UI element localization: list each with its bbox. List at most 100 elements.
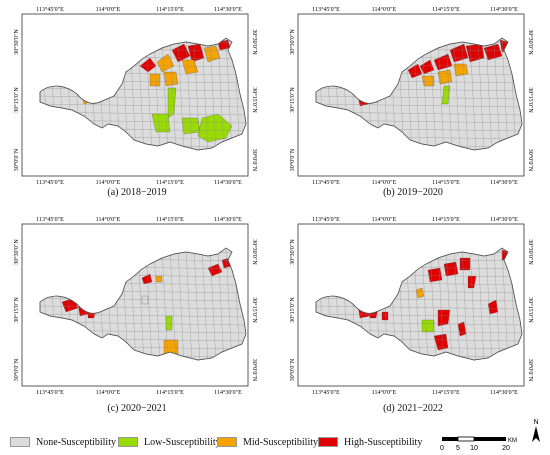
legend-label-mid: Mid-Susceptibility: [243, 436, 318, 448]
region-a-5: [181, 59, 199, 75]
region-b-12: [441, 85, 451, 105]
bottom-tick-b-2: 114°15′0″E: [432, 179, 460, 186]
left-tick-d-2: 30°0′0″N: [289, 358, 296, 381]
scale-bar: 0 5 10 20 KM: [440, 436, 517, 452]
region-d-6: [467, 275, 477, 289]
top-tick-c-3: 114°30′0″E: [214, 216, 242, 223]
region-d-5: [459, 257, 471, 271]
north-arrow-icon: N: [532, 419, 540, 442]
bottom-tick-d-0: 113°45′0″E: [312, 389, 340, 396]
top-tick-d-3: 114°30′0″E: [490, 216, 518, 223]
legend-label-none: None-Susceptibility: [36, 436, 116, 448]
map-panel-a: 113°45′0″E 114°0′0″E 114°15′0″E 114°30′0″E 1…: [2, 2, 272, 222]
region-a-0: [139, 57, 157, 73]
map-panel-c: 113°45′0″E 114°0′0″E 114°15′0″E 114°30′0″E 1…: [2, 212, 272, 432]
left-tick-b-0: 30°30′0″N: [289, 29, 296, 55]
legend-swatch-mid: [217, 437, 237, 447]
bottom-tick-b-1: 114°0′0″E: [372, 179, 397, 186]
map-svg-d: 113°45′0″E 114°0′0″E 114°15′0″E 114°30′0″E 1…: [289, 216, 534, 396]
legend-item-low: Low-Susceptibility: [118, 435, 221, 449]
map-svg-a: 113°45′0″E 114°0′0″E 114°15′0″E 114°30′0″E 1…: [13, 6, 258, 186]
legend-swatch-none: [10, 437, 30, 447]
top-tick-c-0: 113°45′0″E: [36, 216, 64, 223]
region-c-8: [163, 339, 179, 355]
map-panel-d: 113°45′0″E 114°0′0″E 114°15′0″E 114°30′0″E 1…: [278, 212, 548, 432]
right-tick-b-2: 30°0′0″N: [527, 149, 534, 172]
top-tick-c-1: 114°0′0″E: [96, 216, 121, 223]
top-tick-a-0: 113°45′0″E: [36, 6, 64, 13]
caption-b: (b) 2019−2020: [383, 187, 443, 198]
right-tick-b-0: 30°30′0″N: [527, 29, 534, 55]
top-tick-b-3: 114°30′0″E: [490, 6, 518, 13]
bottom-tick-a-0: 113°45′0″E: [36, 179, 64, 186]
top-tick-d-0: 113°45′0″E: [312, 216, 340, 223]
bottom-tick-b-3: 114°30′0″E: [490, 179, 518, 186]
bottom-tick-b-0: 113°45′0″E: [312, 179, 340, 186]
top-tick-a-2: 114°15′0″E: [156, 6, 184, 13]
region-c-7: [165, 315, 173, 331]
region-b-1: [419, 59, 435, 75]
region-a-10: [151, 113, 171, 133]
region-b-0: [407, 63, 423, 79]
right-tick-a-1: 30°15′0″N: [251, 87, 258, 113]
right-tick-a-0: 30°30′0″N: [251, 29, 258, 55]
region-b-9: [421, 75, 435, 87]
caption-c: (c) 2020−2021: [107, 403, 167, 414]
left-tick-c-0: 30°30′0″N: [13, 239, 20, 265]
region-a-4: [203, 45, 221, 63]
legend: None-Susceptibility Low-Susceptibility M…: [0, 427, 550, 455]
top-tick-c-2: 114°15′0″E: [156, 216, 184, 223]
legend-item-high: High-Susceptibility: [318, 435, 422, 449]
region-d-4: [443, 261, 459, 277]
left-tick-b-1: 30°15′0″N: [289, 87, 296, 113]
region-d-8: [437, 309, 451, 327]
legend-label-low: Low-Susceptibility: [144, 436, 221, 448]
top-tick-d-1: 114°0′0″E: [372, 216, 397, 223]
bottom-tick-c-2: 114°15′0″E: [156, 389, 184, 396]
region-d-9: [421, 319, 435, 333]
legend-item-none: None-Susceptibility: [10, 435, 116, 449]
region-c-5: [207, 263, 223, 277]
bottom-tick-d-2: 114°15′0″E: [432, 389, 460, 396]
scale-tick-10: 10: [470, 445, 478, 452]
region-c-4: [155, 275, 163, 283]
legend-swatch-high: [318, 437, 338, 447]
right-tick-a-2: 30°0′0″N: [251, 149, 258, 172]
left-tick-d-1: 30°15′0″N: [289, 297, 296, 323]
caption-a: (a) 2018−2019: [107, 187, 167, 198]
right-tick-d-2: 30°0′0″N: [527, 359, 534, 382]
left-tick-c-2: 30°0′0″N: [13, 358, 20, 381]
region-d-13: [415, 287, 425, 299]
left-tick-a-2: 30°0′0″N: [13, 148, 20, 171]
bottom-tick-d-1: 114°0′0″E: [372, 389, 397, 396]
left-tick-d-0: 30°30′0″N: [289, 239, 296, 265]
map-svg-c: 113°45′0″E 114°0′0″E 114°15′0″E 114°30′0″E 1…: [13, 216, 258, 396]
right-tick-c-1: 30°15′0″N: [251, 297, 258, 323]
region-b-5: [483, 43, 503, 61]
right-tick-d-1: 30°15′0″N: [527, 297, 534, 323]
left-tick-a-0: 30°30′0″N: [13, 29, 20, 55]
left-tick-a-1: 30°15′0″N: [13, 87, 20, 113]
region-d-2: [381, 311, 389, 321]
region-a-11: [181, 117, 201, 135]
right-tick-c-0: 30°30′0″N: [251, 239, 258, 265]
bottom-tick-a-3: 114°30′0″E: [214, 179, 242, 186]
scale-tick-0: 0: [440, 445, 444, 452]
scale-unit: KM: [508, 438, 517, 444]
top-tick-b-0: 113°45′0″E: [312, 6, 340, 13]
region-d-3: [427, 267, 443, 283]
region-a-6: [163, 71, 179, 87]
scale-tick-20: 20: [502, 445, 510, 452]
top-tick-b-1: 114°0′0″E: [372, 6, 397, 13]
region-b-8: [453, 63, 469, 77]
right-tick-c-2: 30°0′0″N: [251, 359, 258, 382]
left-tick-c-1: 30°15′0″N: [13, 297, 20, 323]
legend-swatch-low: [118, 437, 138, 447]
map-svg-b: 113°45′0″E 114°0′0″E 114°15′0″E 114°30′0″E 1…: [289, 6, 534, 186]
legend-item-mid: Mid-Susceptibility: [217, 435, 318, 449]
bottom-tick-c-0: 113°45′0″E: [36, 389, 64, 396]
bottom-tick-c-3: 114°30′0″E: [214, 389, 242, 396]
scale-tick-5: 5: [456, 445, 460, 452]
top-tick-a-1: 114°0′0″E: [96, 6, 121, 13]
left-tick-b-2: 30°0′0″N: [289, 148, 296, 171]
